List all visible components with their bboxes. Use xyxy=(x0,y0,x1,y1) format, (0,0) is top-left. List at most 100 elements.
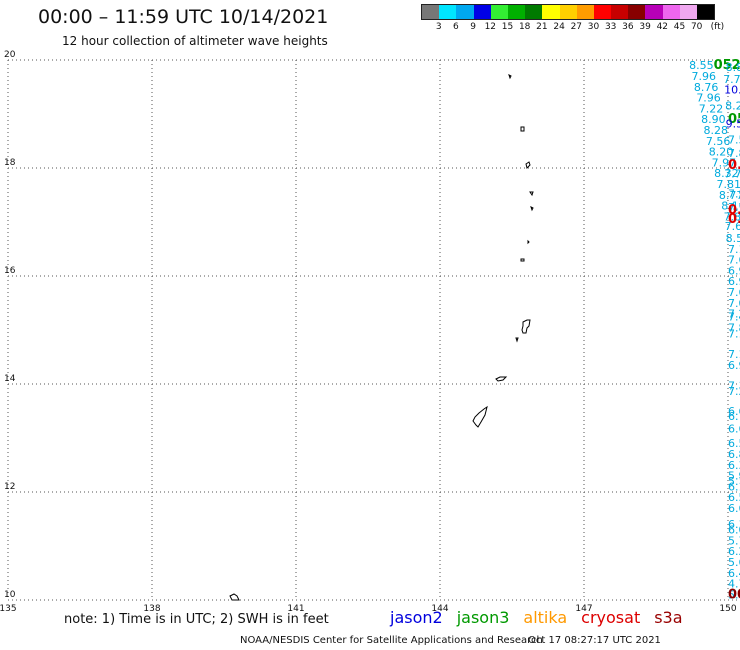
wave-height-label: 10.33 xyxy=(724,83,740,96)
satellite-legend: jason2 jason3 altika cryosat s3a xyxy=(390,608,697,627)
wave-height-label: 6.70 xyxy=(728,410,740,423)
colorbar-tick-label: 9 xyxy=(470,22,476,32)
wave-height-label: 7.73 xyxy=(728,201,740,214)
wave-height-label: 5.75 xyxy=(728,475,740,488)
island-agrihan xyxy=(529,191,534,197)
colorbar-swatch xyxy=(593,5,612,19)
wave-height-label: 8.21 xyxy=(725,100,740,113)
wave-height-label: 7.12 xyxy=(728,379,740,392)
wave-height-label: 6.10 xyxy=(728,480,740,493)
wave-height-label: 7.81 xyxy=(728,147,740,160)
wave-height-label: 7.93 xyxy=(728,188,740,201)
colorbar-swatch xyxy=(662,5,680,19)
colorbar-swatch xyxy=(422,5,440,19)
wave-height-label: 8.28 xyxy=(704,124,729,137)
lon-tick-label: 150 xyxy=(719,604,736,614)
wave-height-label: 7.00 xyxy=(728,297,740,310)
island-rota xyxy=(495,376,508,382)
wave-height-label: 6.65 xyxy=(728,502,740,515)
map-grid xyxy=(7,59,740,601)
wave-height-label: 8.10 xyxy=(721,200,740,213)
island-alamagan xyxy=(527,239,530,245)
wave-height-label: 7.82 xyxy=(724,210,740,223)
wave-height-label: 6.58 xyxy=(728,437,740,450)
lat-tick-label: 18 xyxy=(4,158,16,168)
lat-tick-label: 10 xyxy=(4,590,16,600)
colorbar-swatch xyxy=(679,5,697,19)
colorbar-tick-label: 18 xyxy=(518,22,531,32)
wave-height-label: 7.71 xyxy=(723,73,740,86)
colorbar-tick-label: 15 xyxy=(501,22,514,32)
wave-height-label: 7.84 xyxy=(728,322,740,335)
wave-height-label: 7.96 xyxy=(696,92,721,105)
colorbar-unit: (ft) xyxy=(710,22,725,32)
wave-height-label: 6.09 xyxy=(728,524,740,537)
colorbar-swatch xyxy=(473,5,491,19)
colorbar-swatch xyxy=(456,5,474,19)
colorbar-tick-label: 33 xyxy=(604,22,617,32)
lon-tick-label: 138 xyxy=(143,604,160,614)
wave-height-label: 8.76 xyxy=(694,81,719,94)
wave-height-labels: 8.5505218.867.967.718.7610.337.968.217.2… xyxy=(689,58,740,602)
wave-height-label: 7.81 xyxy=(716,178,740,191)
colorbar-tick-label: 42 xyxy=(656,22,669,32)
wave-height-label: 8.86 xyxy=(726,61,740,74)
colorbar-swatch xyxy=(697,5,715,19)
wave-height-label: 6.98 xyxy=(728,359,740,372)
colorbar-swatch xyxy=(645,5,663,19)
wave-height-label: 7.26 xyxy=(728,385,740,398)
lon-tick-label: 144 xyxy=(431,604,448,614)
wave-height-label: 6.54 xyxy=(728,491,740,504)
island-guguan xyxy=(520,258,525,262)
wave-height-label: 8.55 xyxy=(689,59,714,72)
wave-height-label: 6.47 xyxy=(728,567,740,580)
colorbar-tick-label: 6 xyxy=(453,22,459,32)
wave-height-label: 6.62 xyxy=(728,405,740,418)
wave-height-label: 7.56 xyxy=(706,135,731,148)
wave-height-label: 7.22 xyxy=(699,102,724,115)
legend-entry-jason2: jason2 xyxy=(390,608,443,627)
wave-height-label: 4.78 xyxy=(728,578,740,591)
timestamp: Oct 17 08:27:17 UTC 2021 xyxy=(528,635,661,646)
colorbar-swatch xyxy=(576,5,594,19)
colorbar-tick-label: 21 xyxy=(536,22,548,32)
colorbar-swatch xyxy=(542,5,560,19)
island-farallon-de-pajaros xyxy=(508,74,512,80)
colorbar-tick-label: 39 xyxy=(639,22,651,32)
lon-tick-label: 141 xyxy=(287,604,304,614)
wave-height-label: 8.77 xyxy=(719,189,740,202)
wave-height-label: 6.95 xyxy=(728,264,740,277)
page-subtitle: 12 hour collection of altimeter wave hei… xyxy=(62,34,328,48)
wave-height-label: 8.90 xyxy=(701,113,726,126)
island-guam xyxy=(472,405,488,428)
colorbar-tick-label: 45 xyxy=(673,22,686,32)
wave-height-label: 0.3 xyxy=(728,158,740,173)
colorbar-swatch xyxy=(628,5,646,19)
colorbar-swatch xyxy=(525,5,543,19)
wave-height-label: 7.44 xyxy=(728,310,740,323)
lon-tick-label: 147 xyxy=(575,604,592,614)
legend-entry-altika: altika xyxy=(523,608,568,627)
colorbar-tick-label: 70 xyxy=(690,22,703,32)
colorbar-labels: 3 6 9 12 15 18 21 24 27 30 33 36 39 42 45 70 (ft) xyxy=(421,22,740,34)
wave-height-label: 7.97 xyxy=(712,156,737,169)
wave-height-label: 6.16 xyxy=(728,518,740,531)
wave-height-label: 001 xyxy=(728,587,740,602)
time-unit-note: note: 1) Time is in UTC; 2) SWH is in fe… xyxy=(64,612,329,627)
wave-height-label: 8.32 xyxy=(714,167,739,180)
island-maug xyxy=(520,126,525,132)
island-tinian xyxy=(515,337,519,343)
wave-height-label: 5.91 xyxy=(728,470,740,483)
wave-height-label: 7.65 xyxy=(728,254,740,267)
wave-height-label: 7.54 xyxy=(728,134,740,147)
islands xyxy=(229,74,534,601)
legend-entry-s3a: s3a xyxy=(654,608,683,627)
island-southwest xyxy=(229,593,240,601)
colorbar-tick-label: 3 xyxy=(435,22,442,32)
lon-tick-label: 135 xyxy=(0,604,17,614)
wave-height-label: 6.80 xyxy=(728,448,740,461)
legend-entry-jason3: jason3 xyxy=(456,608,510,627)
island-pagan xyxy=(530,206,534,212)
wave-height-label: 7.29 xyxy=(728,308,740,321)
